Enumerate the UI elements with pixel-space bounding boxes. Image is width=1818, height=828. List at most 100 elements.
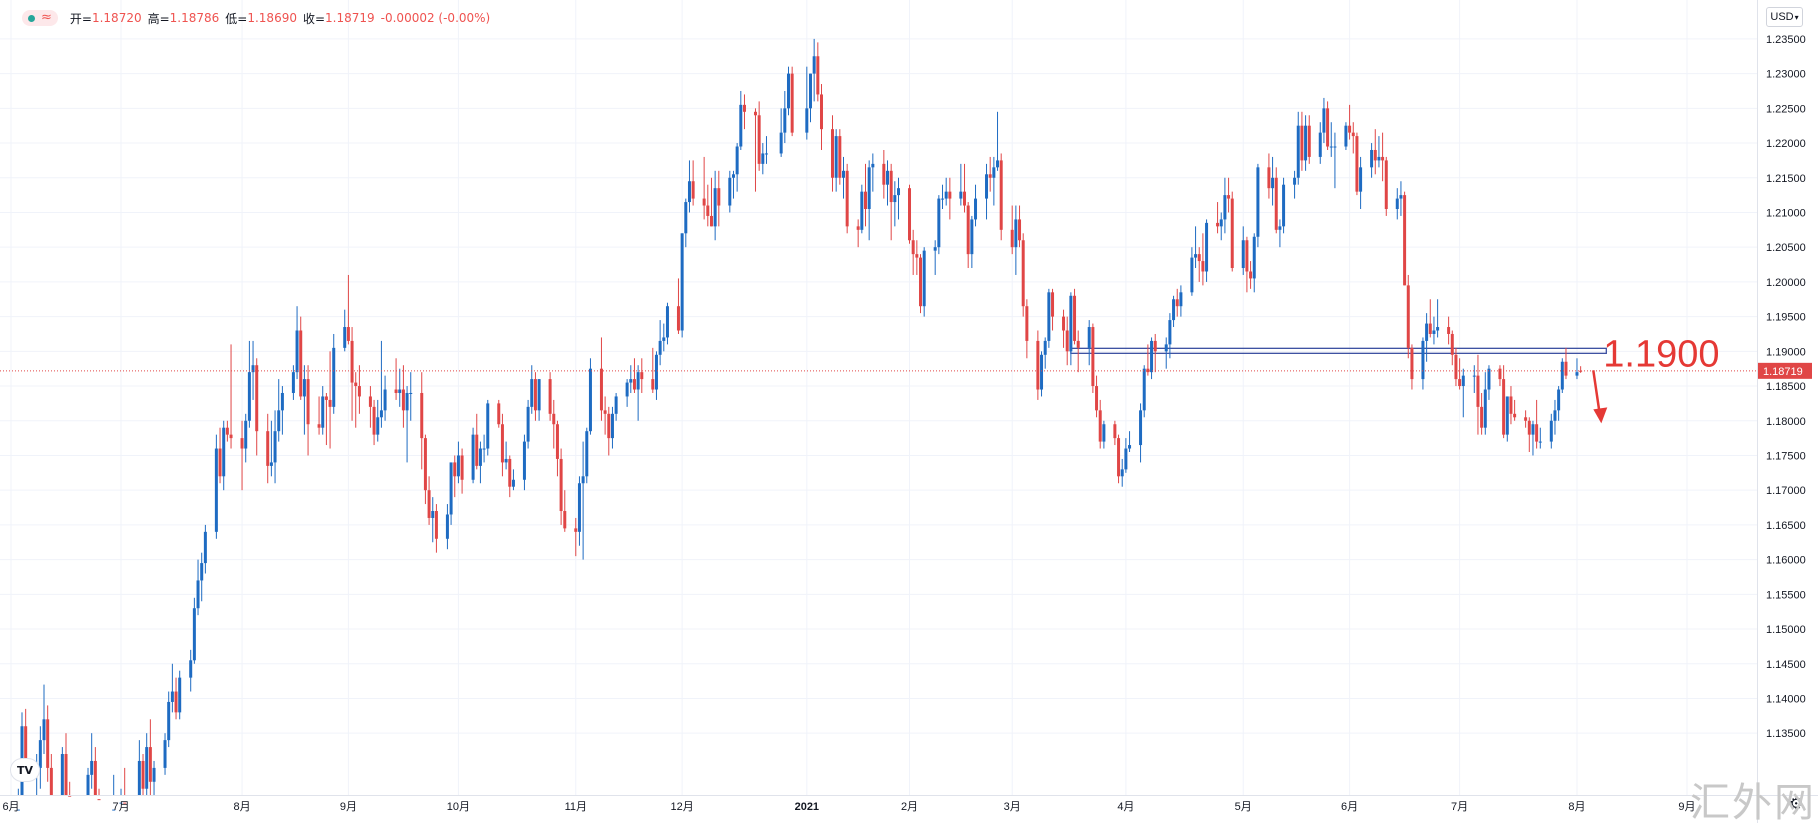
y-tick-label: 1.22500 xyxy=(1766,103,1806,115)
y-tick-label: 1.15500 xyxy=(1766,589,1806,601)
y-tick-label: 1.18000 xyxy=(1766,416,1806,428)
candle-body xyxy=(394,389,398,393)
x-tick-label: 2021 xyxy=(795,801,819,813)
candle-body xyxy=(456,455,460,477)
y-tick-label: 1.13500 xyxy=(1766,728,1806,740)
gear-icon[interactable]: ⚙ xyxy=(1789,796,1804,813)
candle-body xyxy=(350,340,354,383)
candle-body xyxy=(1428,323,1432,334)
currency-select[interactable]: USD ▾ xyxy=(1766,7,1803,27)
candle-body xyxy=(1216,222,1220,227)
candle-body xyxy=(1175,299,1179,307)
candle-body xyxy=(654,354,658,390)
candle-body xyxy=(471,434,475,480)
candle-body xyxy=(742,104,746,112)
candle-body xyxy=(651,379,655,390)
y-tick-label: 1.23000 xyxy=(1766,69,1806,81)
candle-body xyxy=(60,754,64,795)
current-price-text: 1.18719 xyxy=(1763,366,1803,378)
candle-body xyxy=(610,413,614,439)
candle-body xyxy=(1322,108,1326,133)
candle-body xyxy=(240,438,244,449)
candle-body xyxy=(786,73,790,109)
indicator-toggle[interactable]: ≈ xyxy=(22,10,58,26)
candle-body xyxy=(152,767,156,782)
candle-body xyxy=(354,382,358,387)
candle-body xyxy=(614,396,618,414)
x-tick-label: 8月 xyxy=(1568,801,1585,813)
candle-body xyxy=(445,514,449,539)
candle-body xyxy=(1370,149,1374,168)
candle-body xyxy=(841,170,845,178)
candle-body xyxy=(966,205,970,255)
candle-body xyxy=(1560,361,1564,390)
candle-body xyxy=(871,163,875,168)
candle-body xyxy=(588,368,592,432)
candle-body xyxy=(1051,292,1055,317)
candle-body xyxy=(229,434,233,439)
candle-body xyxy=(409,392,413,394)
candle-body xyxy=(1190,257,1194,293)
candle-body xyxy=(405,392,409,411)
y-tick-label: 1.15000 xyxy=(1766,624,1806,636)
candle-body xyxy=(398,389,402,393)
candle-body xyxy=(16,809,20,811)
candle-body xyxy=(1531,424,1535,435)
candle-body xyxy=(1436,327,1440,331)
candle-body xyxy=(992,167,996,178)
candle-body xyxy=(599,368,603,411)
candle-body xyxy=(764,153,768,155)
candle-body xyxy=(482,448,486,450)
y-tick-label: 1.14500 xyxy=(1766,659,1806,671)
candle-body xyxy=(1142,368,1146,411)
candle-body xyxy=(196,580,200,609)
candle-body xyxy=(1318,132,1322,157)
candle-body xyxy=(214,448,218,532)
candle-body xyxy=(68,795,72,797)
candle-body xyxy=(1505,396,1509,435)
candle-body xyxy=(1223,195,1227,220)
tradingview-logo[interactable]: TV xyxy=(10,758,40,782)
candle-body xyxy=(1410,347,1414,380)
x-tick-label: 9月 xyxy=(1678,801,1695,813)
candle-body xyxy=(941,198,945,200)
candle-body xyxy=(1293,177,1297,185)
candle-body xyxy=(203,531,207,564)
candle-body xyxy=(629,379,633,383)
candle-body xyxy=(783,108,787,133)
candle-body xyxy=(1373,149,1377,161)
candle-body xyxy=(504,458,508,463)
candle-body xyxy=(1535,424,1539,442)
candle-body xyxy=(1194,254,1198,258)
candle-body xyxy=(93,760,97,795)
candle-body xyxy=(1197,254,1201,262)
candle-body xyxy=(563,511,567,529)
candle-body xyxy=(706,205,710,216)
candle-body xyxy=(1527,420,1531,435)
candle-body xyxy=(717,188,721,206)
x-tick-label: 9月 xyxy=(340,801,357,813)
candle-body xyxy=(1564,361,1568,376)
candle-body xyxy=(112,809,116,811)
candle-body xyxy=(1047,292,1051,341)
candle-body xyxy=(1205,222,1209,272)
y-tick-label: 1.18500 xyxy=(1766,381,1806,393)
candle-body xyxy=(1524,417,1528,421)
candle-body xyxy=(508,458,512,487)
candle-body xyxy=(1553,410,1557,421)
candle-body xyxy=(119,802,123,804)
candle-body xyxy=(709,215,713,227)
down-arrow-head xyxy=(1593,407,1608,424)
candle-body xyxy=(691,181,695,199)
candle-body xyxy=(1021,240,1025,307)
candle-body xyxy=(805,108,809,133)
candle-body xyxy=(376,417,380,435)
high-label: 高= xyxy=(147,11,170,26)
candle-body xyxy=(1447,327,1451,334)
candle-body xyxy=(1267,167,1271,189)
x-tick-label: 3月 xyxy=(1004,801,1021,813)
candle-body xyxy=(1014,219,1018,248)
candle-body xyxy=(24,726,28,775)
